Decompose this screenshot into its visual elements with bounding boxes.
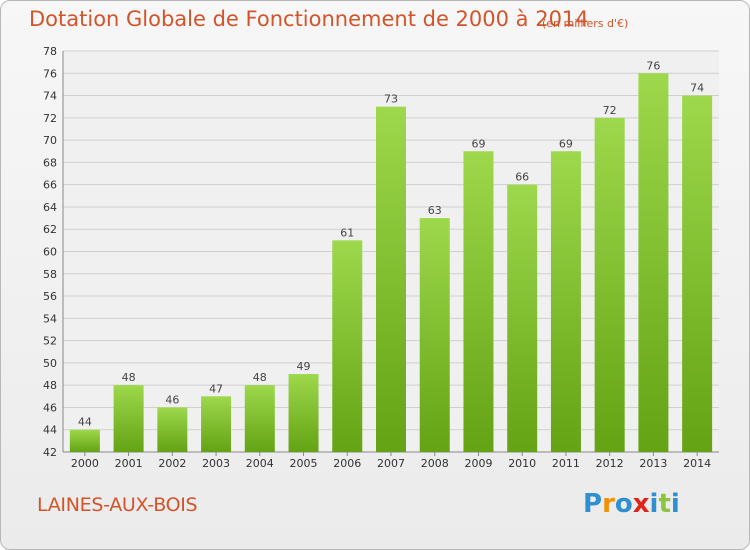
x-tick-label: 2005 bbox=[290, 457, 318, 470]
proxiti-logo: Proxiti bbox=[583, 489, 680, 519]
chart-subtitle: (en milliers d'€) bbox=[542, 17, 629, 30]
x-tick-label: 2009 bbox=[464, 457, 492, 470]
bar-value-label: 47 bbox=[209, 382, 223, 395]
bar bbox=[201, 396, 232, 452]
bar-value-label: 63 bbox=[428, 204, 442, 217]
logo-letter: P bbox=[583, 489, 603, 519]
bar bbox=[682, 95, 713, 453]
y-tick-label: 64 bbox=[43, 201, 57, 214]
bar bbox=[288, 374, 319, 452]
bar-value-label: 46 bbox=[165, 393, 179, 406]
y-tick-label: 56 bbox=[43, 290, 57, 303]
place-name: LAINES-AUX-BOIS bbox=[37, 494, 198, 516]
y-tick-label: 58 bbox=[43, 268, 57, 281]
x-tick-label: 2010 bbox=[508, 457, 536, 470]
y-tick-label: 52 bbox=[43, 335, 57, 348]
y-tick-label: 42 bbox=[43, 446, 57, 459]
y-tick-label: 78 bbox=[43, 45, 57, 58]
y-tick-label: 76 bbox=[43, 67, 57, 80]
bar-value-label: 72 bbox=[603, 104, 617, 117]
bar-value-label: 69 bbox=[471, 137, 485, 150]
y-tick-label: 50 bbox=[43, 357, 57, 370]
chart-title: Dotation Globale de Fonctionnement de 20… bbox=[29, 7, 589, 31]
bar bbox=[113, 385, 144, 452]
bar bbox=[507, 184, 538, 452]
y-tick-label: 74 bbox=[43, 90, 57, 103]
x-tick-label: 2012 bbox=[596, 457, 624, 470]
x-tick-label: 2013 bbox=[639, 457, 667, 470]
bar-value-label: 44 bbox=[78, 416, 92, 429]
logo-letter: i bbox=[649, 489, 659, 519]
bar bbox=[638, 73, 669, 453]
x-tick-label: 2007 bbox=[377, 457, 405, 470]
x-tick-label: 2000 bbox=[71, 457, 99, 470]
y-tick-label: 70 bbox=[43, 134, 57, 147]
bar-value-label: 73 bbox=[384, 93, 398, 106]
bar bbox=[594, 117, 625, 452]
bar-value-label: 76 bbox=[646, 59, 660, 72]
bar-value-label: 61 bbox=[340, 226, 354, 239]
y-tick-label: 46 bbox=[43, 401, 57, 414]
x-tick-label: 2002 bbox=[158, 457, 186, 470]
bar bbox=[550, 151, 581, 452]
bar-value-label: 66 bbox=[515, 171, 529, 184]
x-tick-label: 2008 bbox=[421, 457, 449, 470]
x-tick-label: 2006 bbox=[333, 457, 361, 470]
logo-letter: t bbox=[658, 489, 671, 519]
x-tick-label: 2011 bbox=[552, 457, 580, 470]
logo-letter: o bbox=[614, 489, 633, 519]
bar bbox=[463, 151, 494, 452]
bar bbox=[419, 218, 450, 452]
x-tick-label: 2004 bbox=[246, 457, 274, 470]
y-tick-label: 66 bbox=[43, 179, 57, 192]
bar bbox=[332, 240, 363, 452]
bar-value-label: 48 bbox=[122, 371, 136, 384]
bar bbox=[69, 429, 100, 452]
bar bbox=[157, 407, 188, 452]
y-tick-label: 54 bbox=[43, 312, 57, 325]
y-tick-label: 72 bbox=[43, 112, 57, 125]
y-tick-label: 68 bbox=[43, 156, 57, 169]
x-tick-label: 2001 bbox=[115, 457, 143, 470]
logo-letter: r bbox=[602, 489, 615, 519]
bar-value-label: 48 bbox=[253, 371, 267, 384]
y-tick-label: 44 bbox=[43, 424, 57, 437]
bar-value-label: 74 bbox=[690, 82, 704, 95]
bar-value-label: 69 bbox=[559, 137, 573, 150]
logo-letter: x bbox=[632, 489, 650, 519]
x-tick-label: 2014 bbox=[683, 457, 711, 470]
y-tick-label: 60 bbox=[43, 246, 57, 259]
y-tick-label: 62 bbox=[43, 223, 57, 236]
x-tick-label: 2003 bbox=[202, 457, 230, 470]
y-tick-label: 48 bbox=[43, 379, 57, 392]
bar bbox=[376, 106, 406, 452]
logo-letter: i bbox=[670, 489, 680, 519]
bar-value-label: 49 bbox=[297, 360, 311, 373]
bar bbox=[244, 385, 275, 452]
